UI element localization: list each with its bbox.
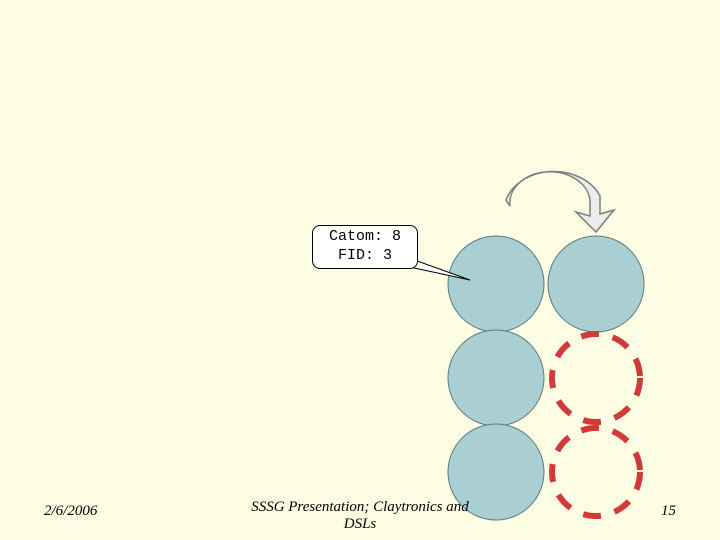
footer-center-line2: DSLs <box>344 516 377 532</box>
catom-circle <box>448 330 544 426</box>
bullet-text: •And finally catom begins to move… <box>44 138 251 198</box>
dashed-target-circle <box>552 334 640 422</box>
catom-callout: Catom: 8 FID: 3 <box>312 225 418 269</box>
callout-line1: Catom: 8 <box>313 228 417 247</box>
bullet-line2: begins to move… <box>62 168 247 197</box>
page-title: Melt: A Claytronics Application <box>0 24 720 68</box>
slide: Melt: A Claytronics Application •And fin… <box>0 0 720 540</box>
bullet-marker: • <box>44 138 62 168</box>
catom-circle <box>548 236 644 332</box>
callout-line2: FID: 3 <box>313 247 417 266</box>
move-arrow <box>506 171 614 232</box>
catom-circle <box>448 236 544 332</box>
footer-center-line1: SSSG Presentation; Claytronics and <box>251 499 469 515</box>
bullet-line1: And finally catom <box>62 138 251 167</box>
diagram-svg <box>0 0 720 540</box>
footer-page: 15 <box>661 503 676 520</box>
slide-bg <box>0 0 720 540</box>
footer-center: SSSG Presentation; Claytronics and DSLs <box>0 499 720 532</box>
